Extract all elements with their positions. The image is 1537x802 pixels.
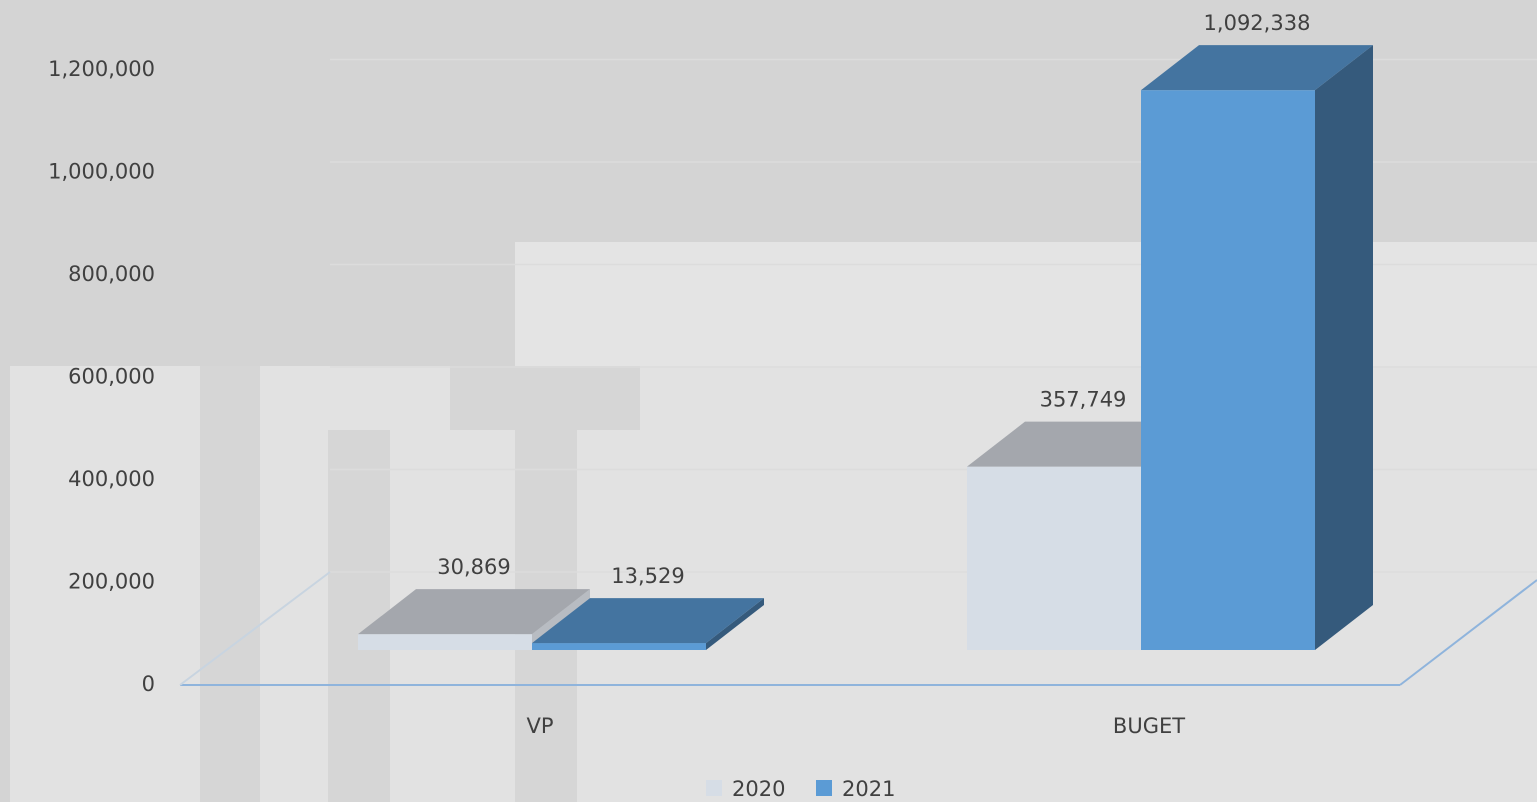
y-tick-label: 800,000 xyxy=(68,262,155,286)
x-tick-label: VP xyxy=(526,714,553,738)
legend-swatch xyxy=(816,780,832,796)
bars xyxy=(358,45,1373,651)
y-tick-label: 1,200,000 xyxy=(48,57,155,81)
y-tick-label: 600,000 xyxy=(68,365,155,389)
value-label: 1,092,338 xyxy=(1204,11,1311,35)
y-tick-label: 200,000 xyxy=(68,570,155,594)
value-label: 13,529 xyxy=(611,564,684,588)
y-tick-label: 400,000 xyxy=(68,467,155,491)
bar-top xyxy=(532,598,764,644)
y-tick-label: 0 xyxy=(142,672,155,696)
legend-label: 2021 xyxy=(842,777,895,801)
value-label: 357,749 xyxy=(1040,388,1127,412)
bar-top xyxy=(1141,45,1373,91)
legend-swatch xyxy=(706,780,722,796)
bar-side xyxy=(1315,45,1373,651)
value-label: 30,869 xyxy=(437,555,510,579)
bar-side xyxy=(706,598,764,650)
floor xyxy=(179,571,1537,686)
bar xyxy=(967,466,1141,650)
y-tick-label: 1,000,000 xyxy=(48,160,155,184)
bar xyxy=(358,634,532,650)
bar xyxy=(1141,90,1315,651)
labels: 0 200,000 400,000 600,000 800,000 1,000,000 1,… xyxy=(48,11,1310,801)
bar-top xyxy=(358,589,590,635)
legend-label: 2020 xyxy=(732,777,785,801)
x-tick-label: BUGET xyxy=(1113,714,1185,738)
bar xyxy=(532,643,706,650)
